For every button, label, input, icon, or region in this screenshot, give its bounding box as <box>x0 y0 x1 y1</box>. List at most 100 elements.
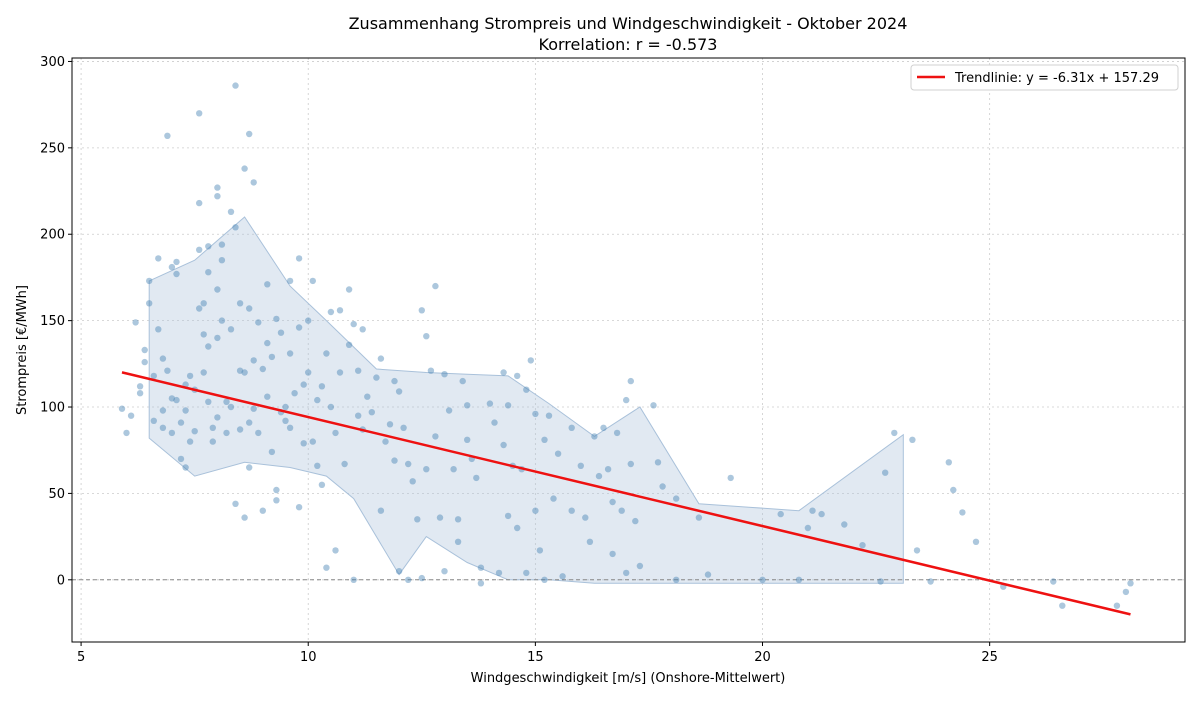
data-point <box>200 300 207 307</box>
data-point <box>196 110 203 117</box>
data-point <box>205 243 212 250</box>
data-point <box>804 524 812 532</box>
data-point <box>454 538 462 545</box>
data-point <box>418 574 425 582</box>
y-axis-title: Strompreis [€/MWh] <box>15 285 30 415</box>
data-point <box>173 258 180 266</box>
data-point <box>295 324 303 331</box>
data-point <box>118 405 126 412</box>
data-point <box>427 367 435 374</box>
data-point <box>695 514 703 521</box>
data-point <box>214 334 221 342</box>
data-point <box>541 576 548 583</box>
data-point <box>486 400 494 407</box>
data-point <box>177 419 185 426</box>
data-point <box>232 224 239 231</box>
data-point <box>146 277 153 285</box>
chart-subtitle: Korrelation: r = -0.573 <box>539 35 718 54</box>
data-point <box>200 369 207 376</box>
data-point <box>673 495 680 502</box>
data-point <box>236 367 244 374</box>
data-point <box>205 398 212 405</box>
data-point <box>273 497 280 504</box>
confidence-band <box>148 216 904 584</box>
data-point <box>350 320 357 328</box>
plot-area <box>72 58 1185 642</box>
data-point <box>246 419 253 426</box>
data-point <box>554 450 562 457</box>
data-point <box>395 388 403 395</box>
data-point <box>1050 578 1057 585</box>
legend-box <box>910 64 1179 91</box>
data-point <box>882 469 889 476</box>
data-point <box>295 504 303 511</box>
data-point <box>264 393 271 400</box>
data-point <box>618 507 625 514</box>
data-point <box>246 464 253 471</box>
plot-frame <box>71 57 1186 643</box>
data-point <box>255 319 262 326</box>
data-point <box>141 358 148 366</box>
y-tick-label: 250 <box>40 141 65 156</box>
data-point <box>586 538 594 545</box>
y-tick-label: 300 <box>40 55 65 70</box>
data-point <box>282 417 289 424</box>
data-point <box>545 412 553 419</box>
data-point <box>464 402 471 409</box>
data-point <box>214 414 221 421</box>
data-point <box>191 428 198 435</box>
data-point <box>445 407 453 414</box>
x-tick-label: 25 <box>981 650 998 665</box>
data-point <box>577 462 584 469</box>
data-point <box>927 578 934 585</box>
data-point <box>164 367 171 374</box>
data-point <box>241 369 248 376</box>
data-point <box>196 246 203 253</box>
data-point <box>809 507 816 514</box>
data-point <box>150 417 157 424</box>
data-point <box>227 208 235 215</box>
data-point <box>623 569 630 577</box>
x-tick-label: 10 <box>300 650 317 665</box>
data-point <box>627 377 634 385</box>
data-point <box>495 569 503 577</box>
data-point <box>146 300 153 307</box>
data-point <box>332 547 339 554</box>
data-point <box>632 517 639 525</box>
data-point <box>264 281 271 288</box>
data-point <box>454 516 462 523</box>
data-point <box>459 377 466 385</box>
data-point <box>196 199 203 207</box>
data-point <box>159 355 167 362</box>
data-point <box>591 433 598 440</box>
data-point <box>223 429 230 437</box>
data-point <box>909 436 916 443</box>
data-point <box>659 483 666 490</box>
data-point <box>341 460 348 468</box>
data-point <box>600 424 607 431</box>
x-axis-title: Windgeschwindigkeit [m/s] (Onshore-Mitte… <box>471 671 786 686</box>
data-point <box>277 329 285 336</box>
data-point <box>491 419 498 426</box>
x-tick-label: 15 <box>527 650 544 665</box>
data-point <box>259 365 266 373</box>
y-tick-label: 100 <box>40 401 65 416</box>
data-point <box>305 369 312 376</box>
data-point <box>1122 588 1130 596</box>
data-point <box>727 474 734 482</box>
data-point <box>414 516 421 523</box>
data-point <box>159 407 167 414</box>
data-point <box>236 300 244 307</box>
data-point <box>214 184 221 191</box>
data-point <box>504 512 512 520</box>
data-point <box>250 357 257 364</box>
data-point <box>418 307 425 314</box>
data-point <box>405 576 412 583</box>
data-point <box>441 371 448 378</box>
data-point <box>877 578 884 585</box>
data-point <box>155 326 162 333</box>
data-point <box>477 564 485 571</box>
data-point <box>364 393 371 400</box>
data-point <box>214 193 221 200</box>
